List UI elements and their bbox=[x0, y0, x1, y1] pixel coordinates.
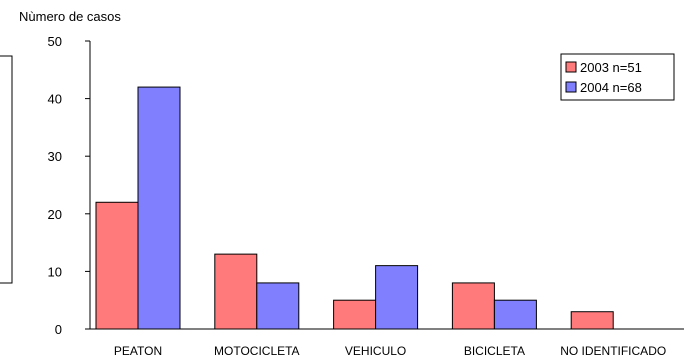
y-tick-label: 20 bbox=[48, 207, 62, 222]
x-category-label: NO IDENTIFICADO bbox=[560, 344, 666, 358]
bar bbox=[570, 311, 614, 330]
legend-swatch bbox=[565, 61, 577, 73]
bar bbox=[451, 282, 495, 330]
x-category-label: MOTOCICLETA bbox=[214, 344, 300, 358]
bars bbox=[95, 86, 614, 330]
legend-box bbox=[560, 53, 675, 101]
y-axis: 0 10 20 30 40 50 bbox=[48, 34, 91, 337]
bar bbox=[137, 86, 181, 330]
x-category-label: VEHICULO bbox=[345, 344, 406, 358]
bar bbox=[333, 299, 377, 330]
bar bbox=[214, 253, 258, 330]
x-category-label: PEATON bbox=[114, 344, 162, 358]
x-axis: PEATON MOTOCICLETA VEHICULO BICICLETA NO IDE… bbox=[90, 328, 684, 358]
bar bbox=[256, 282, 300, 330]
legend-label: 2004 n=68 bbox=[580, 80, 642, 95]
bar bbox=[375, 265, 419, 330]
legend-swatch bbox=[565, 81, 577, 93]
y-tick-label: 50 bbox=[48, 34, 62, 49]
y-tick-label: 40 bbox=[48, 92, 62, 107]
bar bbox=[493, 299, 537, 330]
legend: 2003 n=51 2004 n=68 bbox=[560, 53, 675, 101]
bar bbox=[95, 201, 139, 330]
y-tick-label: 30 bbox=[48, 149, 62, 164]
y-tick-label: 0 bbox=[55, 322, 62, 337]
left-frame-fragment bbox=[0, 55, 13, 284]
legend-label: 2003 n=51 bbox=[580, 60, 642, 75]
y-axis-title: Nùmero de casos bbox=[19, 9, 121, 24]
y-tick-label: 10 bbox=[48, 264, 62, 279]
x-category-label: BICICLETA bbox=[464, 344, 525, 358]
